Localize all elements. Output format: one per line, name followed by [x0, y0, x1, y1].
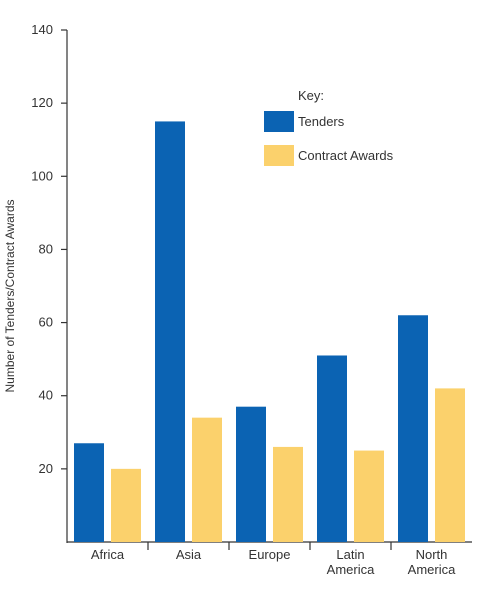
x-axis: Africa Asia Europe Latin America North America [67, 541, 472, 577]
bar-contract-awards [111, 468, 141, 542]
x-tick-label: Africa [91, 547, 125, 562]
bar-tenders [155, 121, 185, 542]
bar-tenders [74, 443, 104, 542]
x-tick-label: Asia [176, 547, 202, 562]
legend-label: Tenders [298, 114, 345, 129]
bar-contract-awards [435, 388, 465, 542]
bar-contract-awards [354, 450, 384, 542]
y-axis: 20 40 60 80 100 120 140 [31, 22, 68, 543]
legend-label: Contract Awards [298, 148, 394, 163]
bar-tenders [398, 315, 428, 542]
legend-swatch [264, 145, 294, 166]
legend-title: Key: [298, 88, 324, 103]
bar-tenders [236, 406, 266, 542]
y-tick-label: 60 [39, 315, 53, 330]
legend: Key: Tenders Contract Awards [264, 88, 394, 166]
bar-contract-awards [273, 446, 303, 542]
bar-contract-awards [192, 417, 222, 542]
x-tick-label: North America [408, 547, 456, 577]
y-tick-label: 100 [31, 168, 53, 183]
y-tick-label: 140 [31, 22, 53, 37]
y-tick-label: 120 [31, 95, 53, 110]
y-tick-label: 40 [39, 388, 53, 403]
y-axis-label: Number of Tenders/Contract Awards [3, 200, 17, 393]
y-tick-label: 80 [39, 241, 53, 256]
x-tick-label: Europe [249, 547, 291, 562]
bar-tenders [317, 355, 347, 542]
bars [74, 121, 465, 542]
y-tick-label: 20 [39, 461, 53, 476]
x-tick-label: Latin America [327, 547, 375, 577]
legend-swatch [264, 111, 294, 132]
